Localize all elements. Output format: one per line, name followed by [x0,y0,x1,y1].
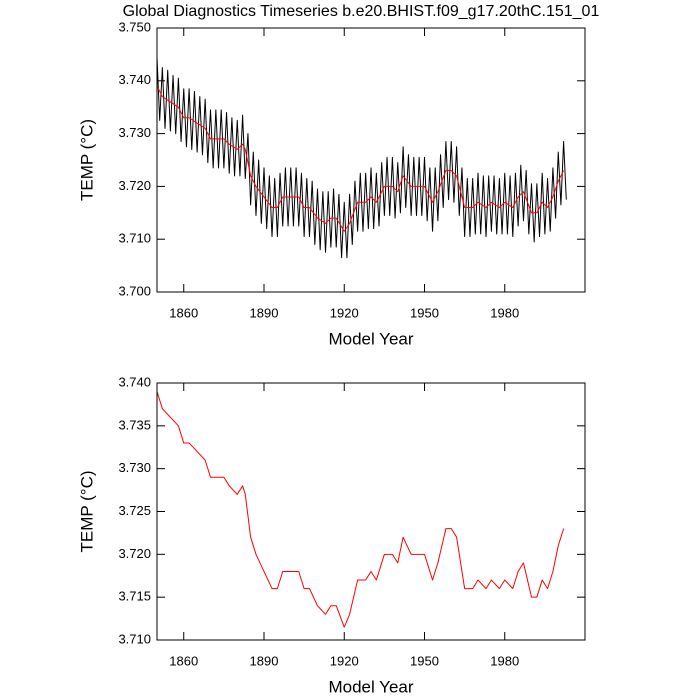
y-tick-label: 3.730 [118,460,151,475]
y-tick-label: 3.710 [118,631,151,646]
y-tick-label: 3.710 [118,231,151,246]
y-tick-label: 3.720 [118,178,151,193]
chart-title: Global Diagnostics Timeseries b.e20.BHIS… [123,3,600,20]
x-tick-label: 1950 [410,305,439,320]
data-line [156,391,565,628]
x-tick-label: 1980 [490,653,519,668]
y-tick-label: 3.725 [118,503,151,518]
x-tick-label: 1890 [250,653,279,668]
y-tick-label: 3.740 [118,374,151,389]
y-tick-label: 3.740 [118,72,151,87]
y-tick-label: 3.720 [118,546,151,561]
x-axis-label: Model Year [328,329,413,348]
x-tick-label: 1890 [250,305,279,320]
panel: 3.700 3.710 3.720 3.730 3.740 3.750 1860 1890 19… [77,3,599,348]
plot-frame [156,27,586,293]
x-tick-label: 1980 [490,305,519,320]
panel: 3.710 3.715 3.720 3.725 3.730 3.735 3.740 1860 1… [77,374,586,696]
x-axis-label: Model Year [328,677,413,696]
y-tick-label: 3.715 [118,589,151,604]
x-tick-label: 1950 [410,653,439,668]
data-line [156,85,565,232]
y-tick-label: 3.700 [118,283,151,298]
plot-frame [156,382,586,641]
x-tick-label: 1860 [169,653,198,668]
y-axis-label: TEMP (°C) [77,470,96,552]
x-tick-label: 1920 [330,305,359,320]
y-tick-label: 3.750 [118,19,151,34]
x-tick-label: 1920 [330,653,359,668]
y-tick-label: 3.730 [118,125,151,140]
data-line [156,57,567,259]
y-axis-label: TEMP (°C) [77,119,96,201]
y-tick-label: 3.735 [118,417,151,432]
x-tick-label: 1860 [169,305,198,320]
